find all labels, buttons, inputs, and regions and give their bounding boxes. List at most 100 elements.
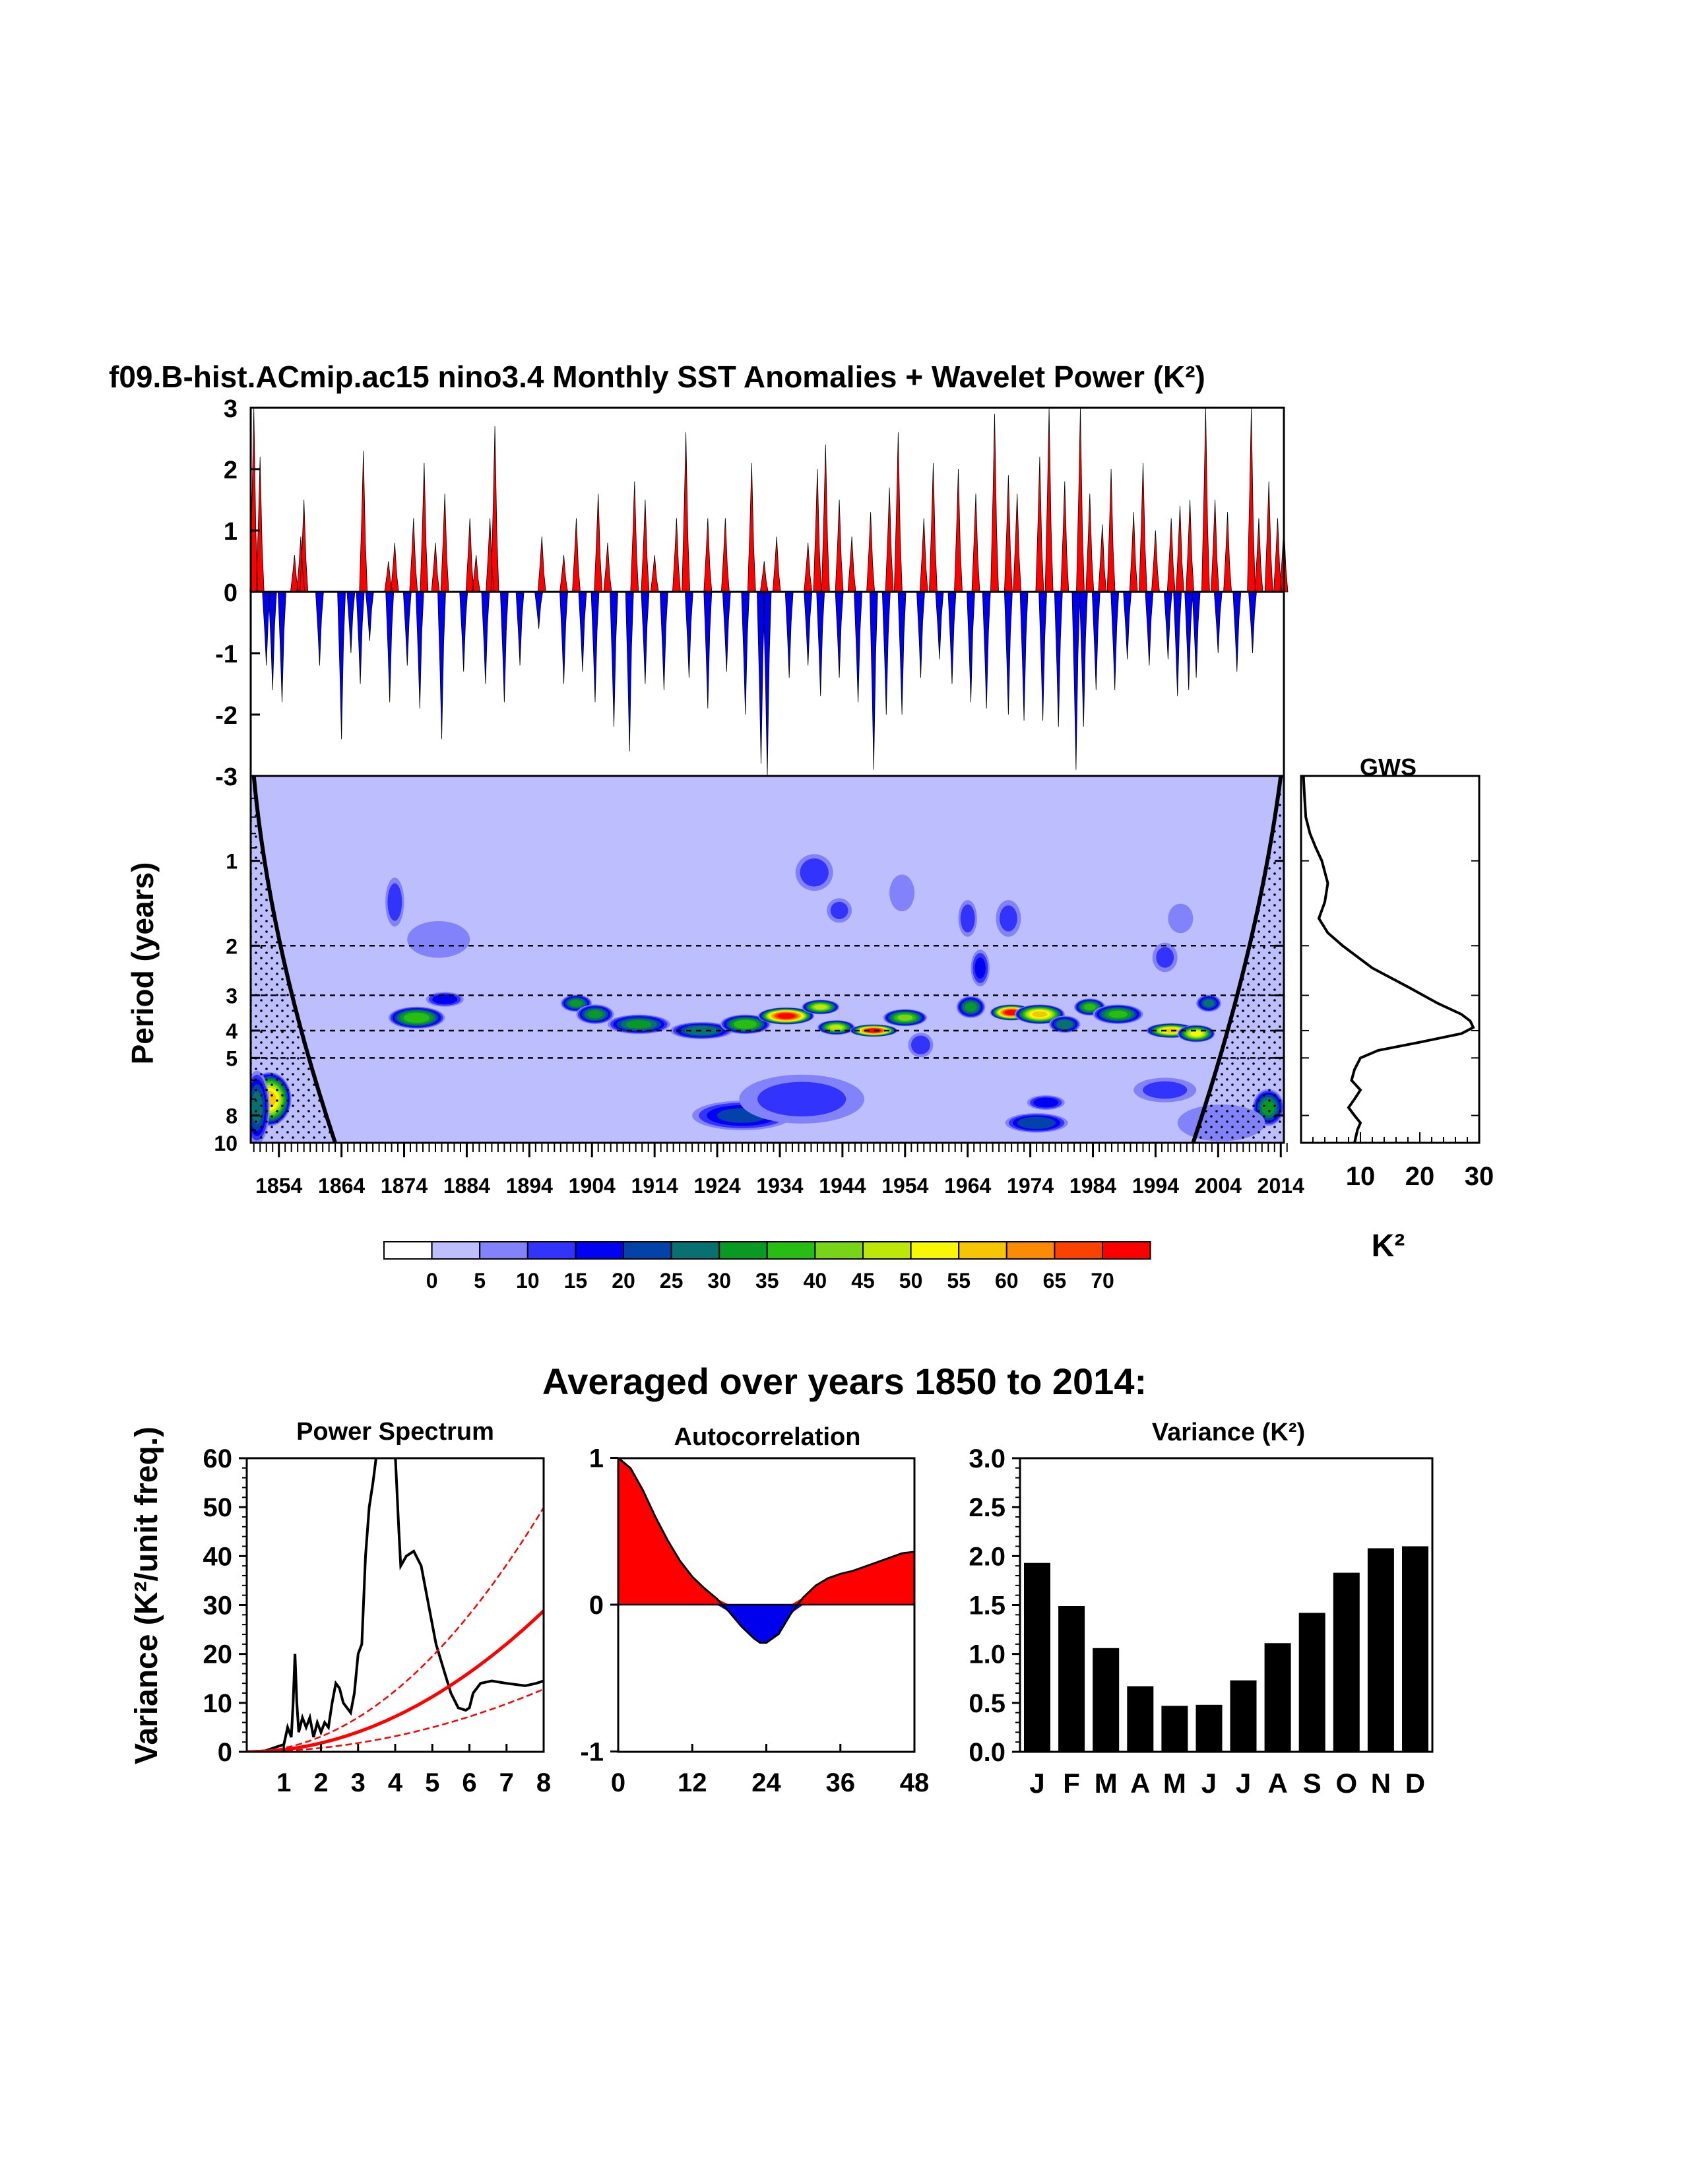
power-spectrum-panel: Power Spectrum 0 10 20 30 40 50 60 1 2 3 4 5 6 7 8 Var… (129, 1418, 551, 1797)
power-contour (1168, 903, 1194, 934)
year-tick-label: 1864 (318, 1174, 365, 1198)
gws-curve (1302, 776, 1475, 1143)
gws-tick-label: 30 (1465, 1162, 1494, 1191)
coi-hatch-right (1193, 776, 1284, 1143)
red-noise-line (247, 1609, 544, 1752)
power-contour (965, 1002, 977, 1012)
ac-y-tick-label: 1 (589, 1444, 604, 1473)
colorbar-label: 35 (755, 1269, 779, 1293)
colorbar-swatch (1005, 1241, 1056, 1260)
year-tick-label: 1984 (1069, 1174, 1116, 1198)
colorbar-label: 30 (707, 1269, 731, 1293)
variance-bar (1264, 1643, 1291, 1752)
colorbar-swatch (623, 1241, 672, 1260)
power-contour (1017, 1116, 1056, 1129)
colorbar-swatch (766, 1241, 816, 1260)
gws-panel: GWS 10 20 30 K² (1300, 754, 1494, 1264)
colorbar-label: 20 (612, 1269, 635, 1293)
period-reference-lines (251, 945, 1284, 1059)
cone-of-influence (251, 776, 1284, 1143)
lower-bound-line (247, 1688, 544, 1752)
power-contour (403, 1012, 430, 1023)
power-contour (432, 994, 458, 1004)
power-contour (830, 901, 848, 919)
colorbar-swatch (383, 1241, 433, 1260)
period-axis-label: Period (years) (125, 862, 160, 1065)
anomaly-y-tick-label: 3 (224, 395, 238, 423)
anomaly-y-tick-label: 1 (224, 518, 238, 546)
colorbar-swatch (910, 1241, 960, 1260)
ac-x-tick-label: 36 (826, 1768, 856, 1797)
power-contour (1032, 1011, 1048, 1017)
var-y-tick-label: 1.0 (969, 1640, 1005, 1669)
colorbar-swatch (526, 1241, 577, 1260)
ps-x-tick-label: 2 (313, 1768, 328, 1797)
power-spectrum-frame (245, 1457, 545, 1753)
period-tick-label: 8 (226, 1105, 238, 1128)
colorbar-label: 60 (995, 1269, 1019, 1293)
colorbar-swatch (575, 1241, 625, 1260)
year-tick-label: 1994 (1132, 1174, 1179, 1198)
variance-bar (1402, 1546, 1428, 1752)
power-contour (974, 957, 986, 979)
period-tick-label: 10 (214, 1132, 238, 1155)
averaged-title: Averaged over years 1850 to 2014: (542, 1361, 1147, 1402)
autocorr-positive-fill (618, 1458, 914, 1605)
year-tick-label: 1964 (944, 1174, 991, 1198)
negative-anomaly-fill (251, 591, 1284, 777)
colorbar: 0 5 10 15 20 25 30 35 40 45 50 55 60 65 70 (383, 1241, 1151, 1293)
colorbar-swatch (431, 1241, 481, 1260)
colorbar-swatch (718, 1241, 768, 1260)
month-label: S (1303, 1768, 1322, 1799)
autocorr-negative-fill (618, 1605, 914, 1643)
ps-y-tick-label: 20 (203, 1640, 233, 1669)
colorbar-swatch (479, 1241, 528, 1260)
variance-bar (1195, 1704, 1223, 1752)
wavelet-power-contours (251, 854, 1284, 1143)
month-label: J (1029, 1768, 1044, 1799)
variance-axes: J F M A M J J A S O N D0.00.51.01.52.02.53.0 (969, 1444, 1425, 1799)
variance-bar (1230, 1680, 1257, 1752)
var-y-tick-label: 0.5 (969, 1689, 1005, 1718)
period-tick-label: 3 (226, 984, 238, 1008)
upper-bound-line (247, 1507, 544, 1752)
year-tick-label: 1934 (756, 1174, 803, 1198)
power-contour (889, 874, 915, 912)
ps-x-tick-label: 1 (276, 1768, 291, 1797)
anomaly-y-tick-label: -1 (215, 641, 238, 668)
var-y-tick-label: 2.5 (969, 1493, 1005, 1522)
main-title: f09.B-hist.ACmip.ac15 nino3.4 Monthly SS… (109, 360, 1205, 394)
year-tick-label: 2004 (1195, 1174, 1242, 1198)
power-contour (1083, 1004, 1096, 1011)
year-tick-label: 1924 (693, 1174, 740, 1198)
ps-y-tick-label: 50 (203, 1493, 233, 1522)
month-label: J (1201, 1768, 1217, 1799)
positive-anomaly-area (249, 407, 1289, 593)
gws-tick-label: 10 (1346, 1162, 1376, 1191)
year-tick-label: 1894 (506, 1174, 553, 1198)
power-contour (1033, 1097, 1059, 1108)
anomaly-y-tick-label: -3 (215, 763, 238, 791)
period-tick-label: 5 (226, 1046, 238, 1070)
var-y-tick-label: 0.0 (969, 1738, 1005, 1767)
power-contour (960, 904, 975, 933)
anomaly-y-axis: -3 -2 -1 0 1 2 3 (215, 395, 260, 791)
ac-x-tick-label: 0 (611, 1768, 625, 1797)
spectrum-line (247, 1458, 544, 1752)
month-label: A (1267, 1768, 1287, 1799)
ps-y-tick-label: 10 (203, 1689, 233, 1718)
year-axis: 1854 1864 1874 1884 1894 1904 1914 1924 1934 1944… (253, 1143, 1304, 1198)
colorbar-label: 65 (1043, 1269, 1067, 1293)
year-tick-label: 1974 (1007, 1174, 1054, 1198)
colorbar-label: 70 (1091, 1269, 1114, 1293)
variance-bar (1298, 1613, 1325, 1752)
gws-frame (1300, 775, 1481, 1144)
colorbar-label: 55 (947, 1269, 971, 1293)
power-spectrum-y-label: Variance (K²/unit freq.) (129, 1427, 164, 1764)
colorbar-swatch (814, 1241, 864, 1260)
gws-axis: 10 20 30 (1301, 860, 1494, 1191)
variance-bar (1161, 1706, 1188, 1752)
ps-x-tick-label: 5 (425, 1768, 439, 1797)
